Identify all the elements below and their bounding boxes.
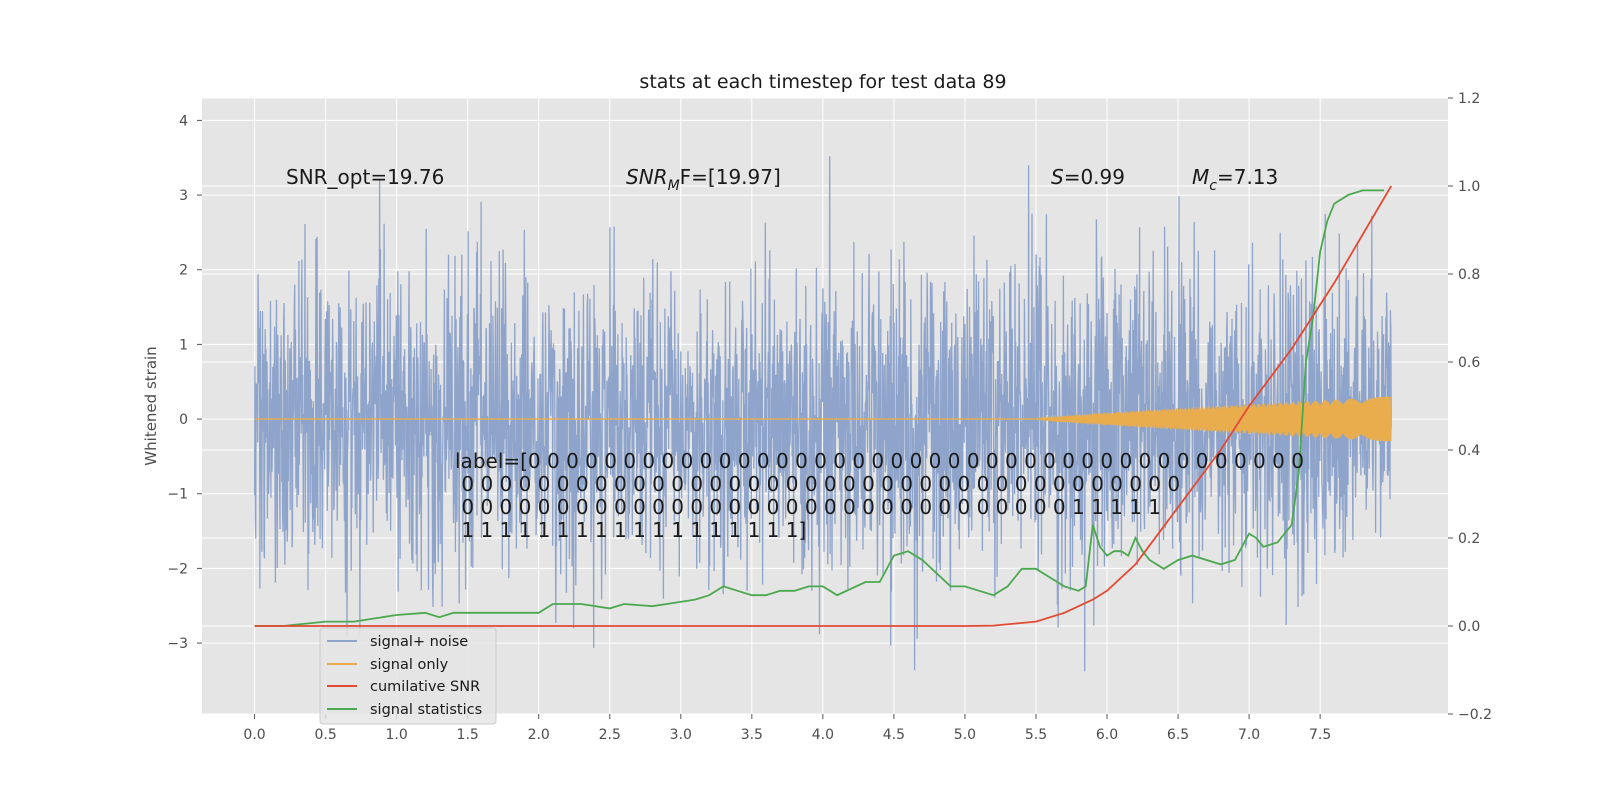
x-tick-label: 0.5 (314, 727, 336, 743)
y2-tick-label: 0.6 (1458, 355, 1480, 371)
legend-label-signal-statistics: signal statistics (370, 702, 482, 718)
x-tick-label: 0.0 (243, 727, 265, 743)
y2-tick-label: 0.4 (1458, 443, 1480, 459)
y-tick-label: 4 (179, 113, 188, 129)
legend-label-signal-plus-noise: signal+ noise (370, 634, 468, 650)
y2-tick-label: 1.2 (1458, 91, 1480, 107)
y2-tick-label: 0.0 (1458, 619, 1480, 635)
annotation-snr-opt: SNR_opt=19.76 (286, 165, 444, 189)
series-signal-plus-noise (253, 156, 1392, 672)
annotation-s-value: =0.99 (1064, 165, 1125, 189)
y2-tick-label: −0.2 (1458, 707, 1492, 723)
chart-title: stats at each timestep for test data 89 (639, 71, 1006, 93)
y2-tick-label: 0.8 (1458, 267, 1480, 283)
annotation-snr-mf-value: F=[19.97] (680, 165, 781, 189)
x-tick-label: 2.5 (599, 727, 621, 743)
x-tick-label: 7.0 (1238, 727, 1260, 743)
annotation-mc-name: M (1192, 165, 1209, 189)
x-tick-label: 4.0 (812, 727, 834, 743)
y-tick-label: −1 (167, 487, 188, 503)
x-tick-label: 1.0 (386, 727, 408, 743)
legend-box (319, 627, 497, 725)
annotation-snr-mf: SNRMF=[19.97] (626, 165, 781, 194)
legend-label-cumilative-snr: cumilative SNR (370, 679, 480, 695)
y-tick-label: −2 (167, 561, 188, 577)
annotation-mc-value: =7.13 (1217, 165, 1278, 189)
cumilative-snr-line (254, 185, 1392, 627)
y-tick-label: −3 (167, 636, 188, 652)
annotation-s: S=0.99 (1051, 165, 1125, 189)
y-tick-label: 0 (179, 412, 188, 428)
signal-plus-noise-line (253, 156, 1392, 672)
annotation-snr-mf-sub: M (668, 178, 680, 194)
y2-tick-label: 0.2 (1458, 531, 1480, 547)
x-tick-label: 3.5 (741, 727, 763, 743)
y-axis-label: Whitened strain (142, 346, 160, 465)
annotation-mc: Mc=7.13 (1192, 165, 1278, 194)
y-tick-label: 1 (179, 337, 188, 353)
legend: signal+ noise signal only cumilative SNR… (319, 627, 497, 725)
legend-item-cumilative-snr: cumilative SNR (327, 679, 480, 695)
y-tick-label: 2 (179, 263, 188, 279)
ticks: 0.0 0.5 1.0 1.5 2.0 2.5 3.0 3.5 4.0 4.5 5.0 5.5 6.0 6… (167, 91, 1492, 743)
x-tick-label: 5.5 (1025, 727, 1047, 743)
x-tick-label: 4.5 (883, 727, 905, 743)
x-tick-label: 3.0 (670, 727, 692, 743)
label-line-3: 0 0 0 0 0 0 0 0 0 0 0 0 0 0 0 0 0 0 0 0 … (455, 495, 1161, 519)
signal-only-line (254, 396, 1392, 442)
x-tick-label: 1.5 (457, 727, 479, 743)
x-tick-label: 6.0 (1096, 727, 1118, 743)
legend-item-signal-only: signal only (327, 657, 449, 673)
legend-item-signal-plus-noise: signal+ noise (327, 634, 468, 650)
legend-label-signal-only: signal only (370, 657, 449, 673)
label-line-2: 0 0 0 0 0 0 0 0 0 0 0 0 0 0 0 0 0 0 0 0 … (455, 472, 1180, 496)
x-tick-label: 5.0 (954, 727, 976, 743)
x-tick-label: 7.5 (1309, 727, 1331, 743)
annotation-s-name: S (1051, 165, 1064, 189)
signal-statistics-line (254, 189, 1385, 627)
y-tick-label: 3 (179, 188, 188, 204)
label-line-4: 1 1 1 1 1 1 1 1 1 1 1 1 1 1 1 1 1 1] (455, 518, 806, 542)
label-line-1: label=[0 0 0 0 0 0 0 0 0 0 0 0 0 0 0 0 0… (455, 449, 1304, 473)
y2-tick-label: 1.0 (1458, 179, 1480, 195)
annotation-mc-sub: c (1209, 178, 1217, 194)
x-tick-label: 2.0 (528, 727, 550, 743)
x-tick-label: 6.5 (1167, 727, 1189, 743)
label-array: label=[0 0 0 0 0 0 0 0 0 0 0 0 0 0 0 0 0… (455, 449, 1304, 542)
legend-item-signal-statistics: signal statistics (327, 702, 482, 718)
annotation-snr-mf-name: SNR (626, 165, 668, 189)
series-lines (254, 185, 1392, 627)
